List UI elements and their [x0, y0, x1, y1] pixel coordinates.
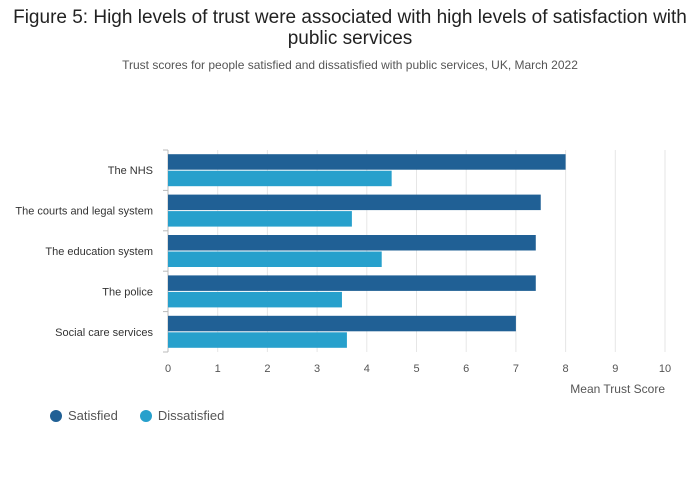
x-tick-label-6: 6	[463, 363, 469, 375]
bar-satisfied-the-courts-and-legal-system	[168, 194, 541, 211]
bar-satisfied-the-police	[168, 275, 536, 291]
legend-item-dissatisfied[interactable]: Dissatisfied	[139, 408, 225, 423]
chart-subtitle: Trust scores for people satisfied and di…	[122, 58, 578, 72]
bar-dissatisfied-the-courts-and-legal-system	[168, 211, 352, 227]
legend-item-satisfied[interactable]: Satisfied	[50, 408, 118, 423]
chart-title: Figure 5: High levels of trust were asso…	[13, 7, 687, 49]
y-tick-label-the-police: The police	[102, 286, 153, 298]
y-tick-label-social-care-services: Social care services	[55, 327, 153, 339]
bar-satisfied-social-care-services	[168, 315, 516, 332]
x-tick-label-0: 0	[165, 363, 171, 375]
y-tick-label-the-courts-and-legal-system: The courts and legal system	[15, 206, 153, 218]
legend-swatch-satisfied	[50, 409, 62, 422]
legend-label-dissatisfied: Dissatisfied	[157, 408, 225, 423]
x-tick-label-8: 8	[563, 363, 569, 375]
x-tick-label-9: 9	[612, 363, 618, 375]
bar-dissatisfied-social-care-services	[168, 332, 347, 348]
y-tick-label-the-education-system: The education system	[45, 246, 153, 258]
x-tick-label-3: 3	[314, 363, 320, 375]
x-tick-label-4: 4	[364, 363, 370, 375]
legend-swatch-dissatisfied	[139, 409, 152, 422]
x-axis-title: Mean Trust Score	[570, 382, 665, 396]
legend-label-satisfied: Satisfied	[68, 408, 118, 423]
x-tick-label-1: 1	[215, 363, 221, 375]
bar-dissatisfied-the-police	[168, 291, 342, 308]
x-tick-label-2: 2	[264, 363, 270, 375]
bar-dissatisfied-the-education-system	[168, 251, 382, 267]
x-tick-label-5: 5	[413, 363, 419, 375]
x-tick-label-10: 10	[659, 363, 671, 375]
bar-satisfied-the-nhs	[168, 154, 566, 170]
bar-satisfied-the-education-system	[168, 235, 536, 251]
y-tick-label-the-nhs: The NHS	[108, 165, 153, 177]
x-tick-label-7: 7	[513, 363, 519, 375]
bar-dissatisfied-the-nhs	[168, 170, 392, 187]
legend: Satisfied Dissatisfied	[50, 408, 224, 423]
